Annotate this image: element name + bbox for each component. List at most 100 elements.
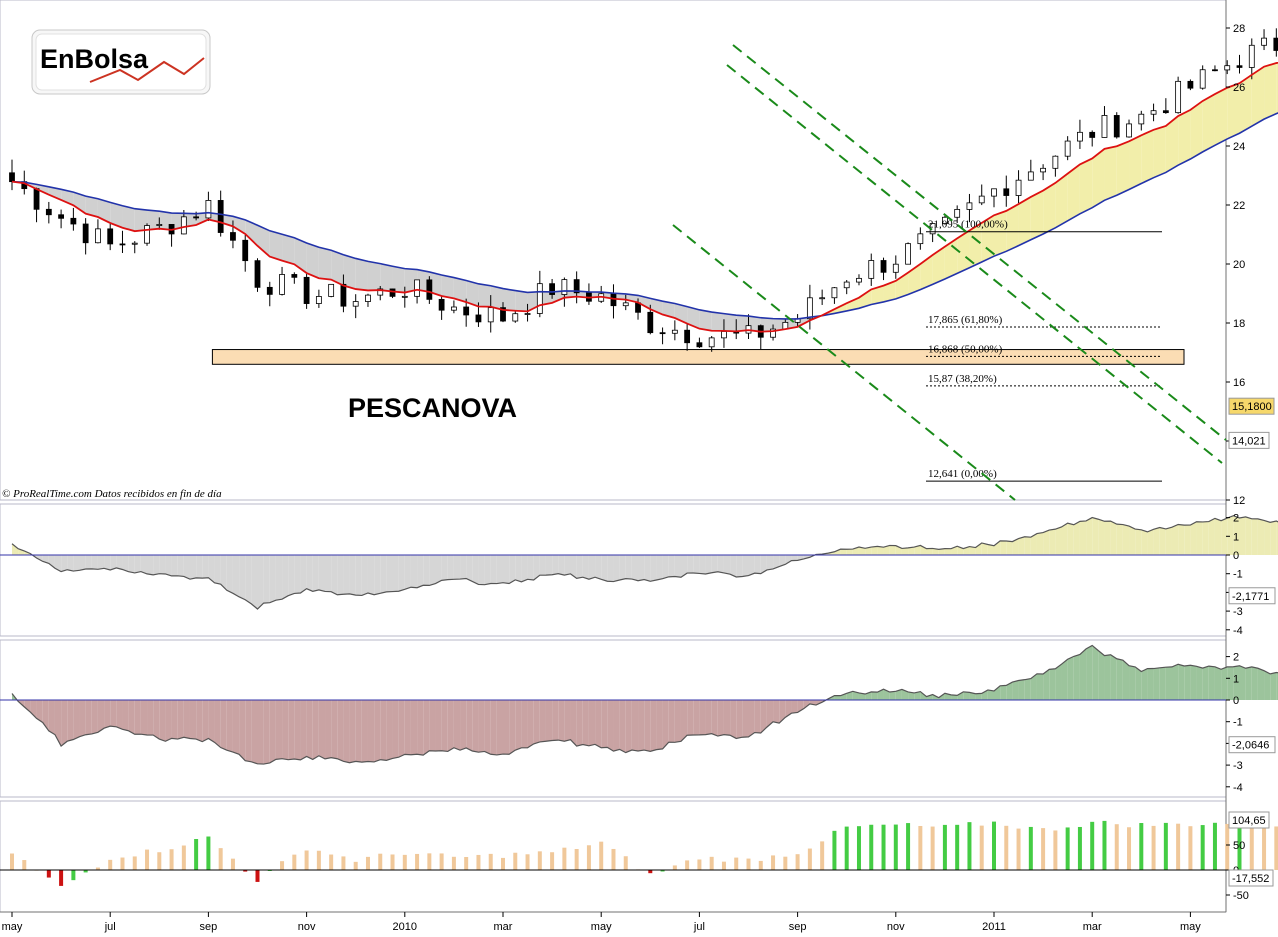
candle-body — [33, 188, 40, 210]
fibonacci-label: 12,641 (0,00%) — [928, 468, 997, 480]
oscillator1-area-segment — [564, 555, 571, 576]
oscillator1-area-segment — [717, 555, 724, 573]
oscillator1-area-segment — [1061, 523, 1068, 555]
x-axis: may jul sep nov 2010 mar may jul sep nov 2011 mar ma… — [0, 911, 1226, 933]
ma-fill-segment — [515, 290, 528, 312]
ma-fill-segment — [699, 309, 712, 331]
candle-body — [512, 313, 519, 322]
oscillator1-area-segment — [693, 555, 700, 574]
oscillator1-area-segment — [625, 555, 632, 580]
oscillator2-area-segment — [1245, 666, 1252, 700]
oscillator1-area — [12, 515, 1278, 610]
ma-fill-segment — [343, 254, 356, 290]
histogram-bar — [451, 856, 456, 870]
candle-body — [328, 283, 335, 297]
oscillator1-area-segment — [1024, 536, 1031, 555]
oscillator2-area-segment — [73, 700, 80, 740]
oscillator1-area-segment — [484, 555, 491, 585]
oscillator2-area-segment — [674, 700, 681, 743]
oscillator2-area-segment — [545, 700, 553, 742]
histogram-bar — [353, 861, 358, 870]
histogram-bar — [795, 854, 800, 870]
oscillator1-area-segment — [582, 555, 589, 580]
candle-body — [1248, 44, 1255, 68]
oscillator2-area-segment — [165, 700, 172, 742]
oscillator2-area-segment — [662, 700, 669, 749]
oscillator2-area-segment — [1171, 664, 1179, 700]
candle-body — [721, 331, 727, 339]
oscillator2-area-segment — [1061, 659, 1068, 700]
oscillator2-area-segment — [1251, 666, 1258, 700]
oscillator1-area-segment — [932, 548, 939, 555]
oscillator1-area-segment — [140, 555, 148, 574]
oscillator2-area-segment — [1196, 666, 1203, 700]
oscillator1-area-segment — [208, 555, 215, 583]
oscillator2-area-segment — [374, 700, 381, 762]
histogram-bar — [22, 860, 27, 870]
candle-body — [291, 274, 298, 278]
candle-body — [254, 260, 261, 288]
oscillator1-area-segment — [576, 555, 583, 579]
oscillator1-area-segment — [1184, 525, 1191, 555]
candle-body — [487, 307, 494, 323]
candle-body — [1273, 37, 1278, 51]
oscillator2-area-segment — [496, 700, 503, 755]
oscillator2-area-segment — [644, 700, 651, 752]
oscillator2-area-segment — [1092, 645, 1099, 700]
oscillator1-area-segment — [128, 555, 135, 573]
oscillator1-area-segment — [994, 540, 1001, 555]
candle-body — [58, 214, 64, 219]
oscillator1-area-segment — [650, 555, 657, 582]
oscillator1-area-segment — [914, 545, 921, 555]
oscillator1-area-segment — [779, 555, 786, 567]
oscillator1-area-segment — [834, 549, 841, 555]
oscillator1-area-segment — [404, 555, 411, 590]
ma-fill-segment — [331, 250, 344, 286]
oscillator2-area-segment — [1104, 654, 1111, 700]
support-zone — [211, 349, 1185, 365]
oscillator1-area-segment — [668, 555, 675, 577]
histogram-bar — [856, 826, 861, 870]
histogram-bar — [1065, 827, 1070, 870]
oscillator2-area-segment — [61, 700, 68, 747]
histogram-bar — [881, 824, 886, 870]
ma-fill-segment — [147, 210, 160, 230]
candle-body — [536, 283, 543, 314]
oscillator2-area-segment — [552, 700, 559, 741]
oscillator1-area-segment — [1221, 518, 1228, 555]
candle-body — [1212, 69, 1218, 72]
ma-fill-segment — [417, 269, 430, 292]
oscillator2-area-segment — [282, 700, 289, 760]
histogram-bar — [1090, 821, 1095, 870]
fibonacci-label: 17,865 (61,80%) — [928, 314, 1003, 326]
ma-fill-segment — [85, 196, 98, 218]
fibonacci-label: 16,868 (50,00%) — [928, 343, 1003, 355]
oscillator1-area-segment — [36, 555, 43, 562]
histogram-bars — [10, 820, 1278, 886]
oscillator1-area-segment — [987, 544, 994, 555]
ma-fill-segment — [48, 186, 62, 200]
oscillator1-area-segment — [1153, 527, 1160, 555]
ma-fill-segment — [969, 222, 982, 268]
histogram-axis-label: 50 — [1233, 840, 1245, 852]
ma-fill-segment — [638, 295, 651, 310]
oscillator2-area-segment — [1086, 645, 1093, 700]
oscillator2-area-segment — [748, 700, 755, 737]
oscillator1-area-segment — [1098, 519, 1105, 555]
oscillator2-area-segment — [1036, 673, 1044, 700]
oscillator1-area-segment — [533, 555, 540, 580]
histogram-bar — [243, 870, 248, 872]
histogram-bar — [721, 861, 726, 870]
histogram-bar — [427, 853, 432, 870]
oscillator1-area-segment — [840, 549, 847, 555]
oscillator1-area-segment — [196, 555, 203, 579]
oscillator1-area-segment — [239, 555, 246, 600]
ma-fill-segment — [245, 219, 258, 246]
histogram-bar — [206, 836, 211, 870]
oscillator2-area-segment — [1067, 656, 1074, 700]
histogram-bar — [893, 824, 898, 870]
oscillator2-last-label: -2,0646 — [1232, 740, 1269, 752]
oscillator1-area-segment — [79, 555, 86, 571]
oscillator2-area-segment — [588, 700, 596, 746]
oscillator1-area-segment — [846, 549, 853, 555]
